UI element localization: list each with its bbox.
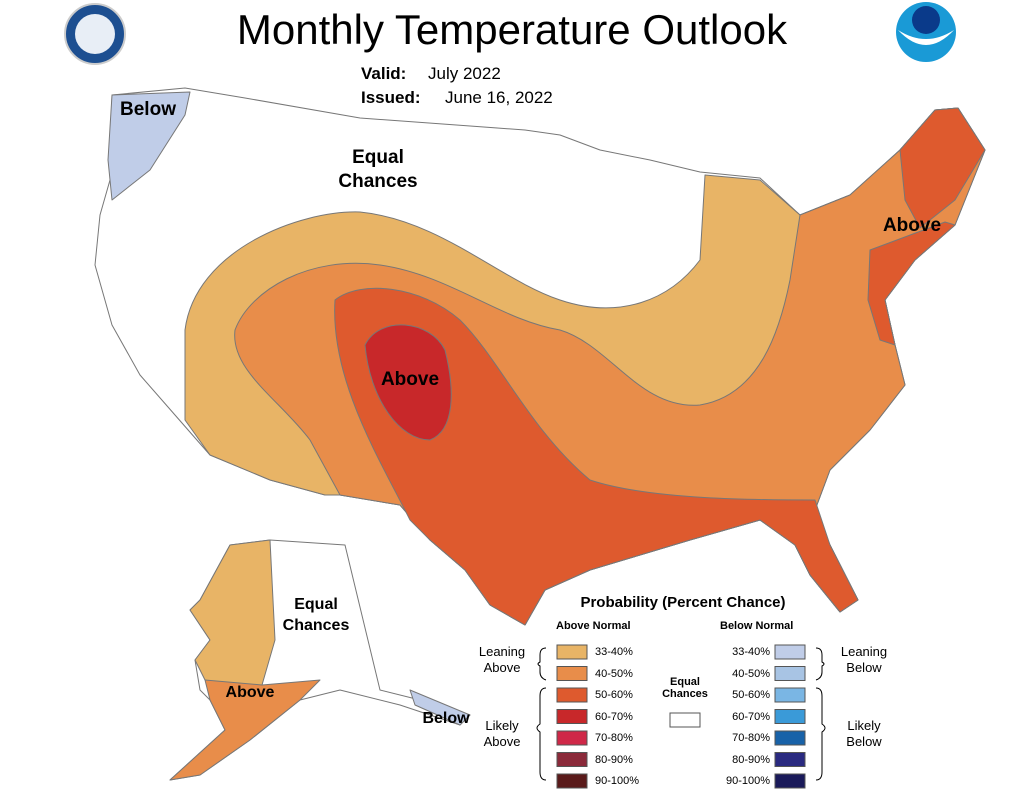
legend-label: 60-70%: [595, 710, 633, 723]
legend-swatch: [774, 752, 806, 767]
above-50-maine: [899, 107, 986, 229]
valid-label: Valid:: [361, 64, 407, 83]
issued-label: Issued:: [361, 88, 421, 107]
legend-swatch: [774, 773, 806, 789]
legend-swatch: [556, 752, 588, 767]
legend-heading: Above Normal: [556, 620, 631, 632]
bracket: [536, 687, 547, 781]
legend-label: 40-50%: [595, 667, 633, 680]
legend-group: Likely Below: [846, 718, 882, 749]
map-label: Below: [422, 710, 470, 727]
legend-group: Leaning Below: [840, 644, 888, 675]
map-label: Above: [225, 684, 275, 701]
legend-swatch: [556, 773, 588, 789]
legend-equal: Equal Chances: [662, 676, 708, 700]
alaska-leaning-above: [189, 539, 276, 689]
title: Monthly Temperature Outlook: [236, 6, 788, 53]
bracket: [537, 647, 547, 681]
legend-label: 90-100%: [595, 775, 640, 787]
legend-swatch: [774, 709, 806, 724]
legend-label: 80-90%: [732, 753, 770, 766]
legend-group: Likely Above: [483, 718, 521, 749]
map-label: Equal Chances: [338, 147, 418, 192]
alaska-above-40: [169, 679, 321, 781]
above-50-region: [334, 287, 859, 626]
below-region: [107, 91, 191, 201]
issued-date: June 16, 2022: [445, 88, 553, 107]
above-50-northeast: [867, 221, 956, 346]
map-label: Equal Chances: [282, 596, 350, 634]
legend-swatch: [556, 709, 588, 724]
noaa-logo-top: [912, 6, 940, 34]
legend-swatch: [556, 687, 588, 703]
bracket: [815, 687, 826, 781]
legend-swatch: [774, 687, 806, 703]
above-60-region: [364, 324, 452, 441]
legend-swatch: [556, 644, 588, 660]
legend-label: 33-40%: [732, 646, 770, 658]
valid-date: July 2022: [428, 64, 501, 83]
legend-title: Probability (Percent Chance): [580, 594, 786, 611]
legend-label: 70-80%: [595, 732, 633, 744]
legend-swatch: [556, 666, 588, 681]
legend-swatch: [774, 644, 806, 660]
legend-label: 50-60%: [595, 689, 633, 701]
map-label: Above: [882, 215, 942, 236]
legend-swatch: [774, 730, 806, 746]
legend-group: Leaning Above: [478, 644, 526, 675]
legend-swatch: [774, 666, 806, 681]
legend-label: 50-60%: [732, 689, 770, 701]
commerce-logo-inner: [75, 14, 115, 54]
bracket: [815, 647, 825, 681]
equal-chances-swatch: [669, 712, 701, 728]
map-label: Below: [120, 99, 176, 120]
alaska-below: [409, 689, 471, 726]
legend-label: 40-50%: [732, 667, 770, 680]
legend-swatch: [556, 730, 588, 746]
map-label: Above: [380, 369, 440, 390]
legend-label: 33-40%: [595, 646, 633, 658]
noaa-logo-bird: [898, 30, 954, 45]
legend-label: 80-90%: [595, 753, 633, 766]
legend-label: 70-80%: [732, 732, 770, 744]
legend-label: 60-70%: [732, 710, 770, 723]
legend-label: 90-100%: [725, 775, 770, 787]
legend-heading: Below Normal: [720, 620, 794, 632]
